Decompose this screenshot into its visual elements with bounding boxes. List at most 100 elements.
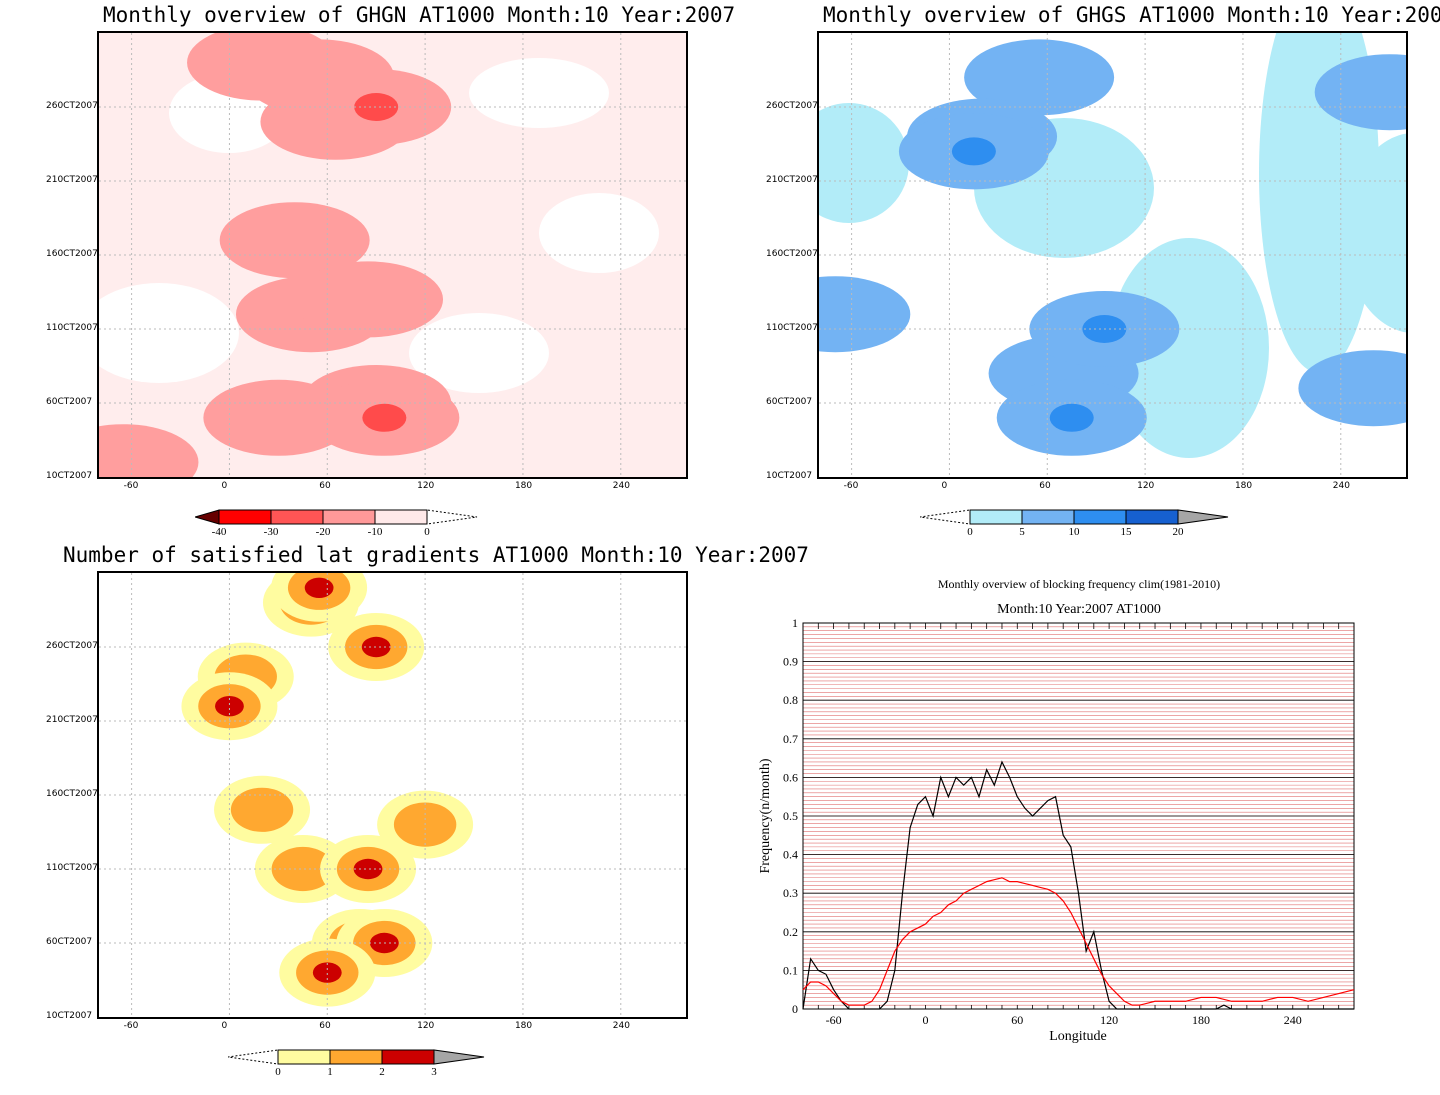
map-frame [97, 571, 688, 1019]
y-tick-label: 0.4 [783, 848, 798, 862]
colorbar-cell [228, 1049, 279, 1065]
x-tick-label: 240 [612, 481, 630, 491]
x-tick-label: 180 [514, 1021, 533, 1031]
colorbar-cell [1073, 509, 1127, 525]
colorbar-label: 3 [431, 1066, 437, 1075]
panel-title: Monthly overview of GHGN AT1000 Month:10… [103, 3, 736, 27]
contour-fill [964, 39, 1115, 116]
x-tick-label: -60 [123, 481, 139, 491]
x-tick-label: 180 [514, 481, 533, 491]
colorbar-label: 20 [1173, 526, 1185, 535]
colorbar-label: -20 [316, 526, 331, 535]
line-chart-svg: Monthly overview of blocking frequency c… [758, 577, 1355, 1044]
y-tick-label: 210CT2007 [766, 175, 818, 185]
x-tick-label: 120 [417, 481, 435, 491]
y-tick-label: 0.6 [783, 770, 798, 784]
y-tick-label: 260CT2007 [46, 641, 98, 651]
y-tick-label: 10CT2007 [46, 471, 93, 481]
colorbar-cell [270, 509, 324, 525]
colorbar-label: 15 [1121, 526, 1133, 535]
contour-fill [361, 636, 391, 658]
colorbar-label: -30 [264, 526, 279, 535]
colorbar-label: 5 [1019, 526, 1025, 535]
contour-fill [1049, 403, 1094, 432]
contour-fill [819, 276, 911, 353]
x-tick-label: -60 [123, 1021, 139, 1031]
x-tick-label: 60 [1039, 481, 1051, 491]
x-tick-label: -60 [843, 481, 859, 491]
contour-fill [1298, 350, 1406, 427]
line-chart-subtitle: Month:10 Year:2007 AT1000 [997, 602, 1161, 617]
contour-fill [409, 313, 549, 393]
panel-title: Number of satisfied lat gradients AT1000… [63, 543, 809, 567]
y-tick-label: 60CT2007 [46, 397, 93, 407]
contour-fill [215, 696, 244, 717]
colorbar-cell [1021, 509, 1075, 525]
y-tick-label: 260CT2007 [46, 101, 98, 111]
colorbar-label: 0 [424, 526, 430, 535]
colorbar-cell [277, 1049, 331, 1065]
contour-fill [293, 261, 444, 338]
y-tick-label: 0.7 [783, 732, 798, 746]
heatmap-svg [819, 33, 1406, 477]
y-tick-label: 260CT2007 [766, 101, 818, 111]
contour-fill [230, 787, 294, 832]
x-tick-label: -60 [826, 1013, 842, 1027]
colorbar-label: 0 [275, 1066, 281, 1075]
y-tick-label: 60CT2007 [766, 397, 813, 407]
colorbar-cell [426, 509, 478, 525]
y-tick-label: 110CT2007 [46, 323, 98, 333]
y-tick-label: 0.8 [783, 693, 798, 707]
y-tick-label: 210CT2007 [46, 715, 98, 725]
contour-fill [469, 58, 609, 128]
contour-fill [187, 33, 338, 101]
y-tick-label: 0 [792, 1002, 798, 1016]
y-tick-label: 1 [792, 616, 798, 630]
map-frame [97, 31, 688, 479]
x-tick-label: 240 [612, 1021, 630, 1031]
y-tick-label: 0.2 [783, 925, 798, 939]
heatmap-svg [99, 33, 686, 477]
y-tick-label: 0.1 [783, 963, 798, 977]
x-tick-label: 240 [1284, 1013, 1302, 1027]
y-tick-label: 10CT2007 [46, 1011, 93, 1021]
y-tick-label: 160CT2007 [46, 249, 98, 259]
colorbar-cell [969, 509, 1023, 525]
contour-fill [304, 577, 334, 598]
heatmap-svg [99, 573, 686, 1017]
x-tick-label: 180 [1234, 481, 1253, 491]
x-tick-label: 60 [1011, 1013, 1023, 1027]
colorbar-cell [433, 1049, 485, 1065]
colorbar: 0 5 10 15 20 [920, 509, 1229, 535]
series-line-black [802, 760, 1354, 1010]
colorbar-cell [322, 509, 376, 525]
colorbar: -40 -30 -20 -10 0 [195, 509, 478, 535]
colorbar-label: 1 [327, 1066, 333, 1075]
series-line-red [802, 877, 1355, 1006]
y-tick-label: 10CT2007 [766, 471, 813, 481]
contour-fill [951, 137, 996, 166]
colorbar-label: -10 [368, 526, 383, 535]
contour-fill [219, 202, 370, 279]
colorbar-cell [381, 1049, 435, 1065]
contour-fill [271, 846, 335, 892]
y-tick-label: 0.9 [783, 655, 798, 669]
line-chart-title: Monthly overview of blocking frequency c… [938, 577, 1220, 591]
contour-fill [353, 858, 383, 880]
blocking-frequency-panel: Monthly overview of blocking frequency c… [720, 545, 1440, 1091]
ghgs-panel: Monthly overview of GHGS AT1000 Month:10… [720, 0, 1440, 545]
contour-fill [819, 103, 909, 223]
x-tick-label: 0 [221, 481, 228, 491]
map-frame [817, 31, 1408, 479]
x-tick-label: 0 [922, 1013, 928, 1027]
contour-fill [312, 962, 342, 983]
y-axis-label: Frequency(n/month) [758, 758, 773, 873]
colorbar: 0 1 2 3 [228, 1049, 485, 1075]
contour-fill [354, 93, 399, 121]
panel-title: Monthly overview of GHGS AT1000 Month:10… [823, 3, 1440, 27]
x-tick-label: 60 [319, 481, 331, 491]
y-tick-label: 160CT2007 [766, 249, 818, 259]
colorbar-cell [195, 509, 220, 525]
contour-fill [362, 403, 407, 432]
x-tick-label: 120 [417, 1021, 435, 1031]
